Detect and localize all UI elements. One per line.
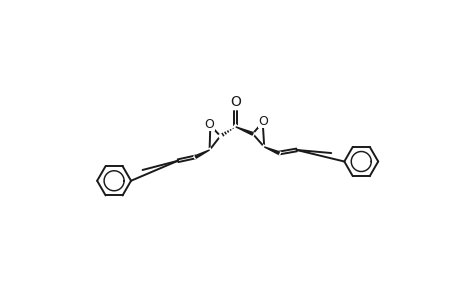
Polygon shape (235, 127, 252, 135)
Text: O: O (258, 115, 268, 128)
Text: O: O (230, 95, 241, 109)
Polygon shape (195, 150, 209, 158)
Text: O: O (204, 118, 214, 131)
Polygon shape (263, 147, 279, 154)
